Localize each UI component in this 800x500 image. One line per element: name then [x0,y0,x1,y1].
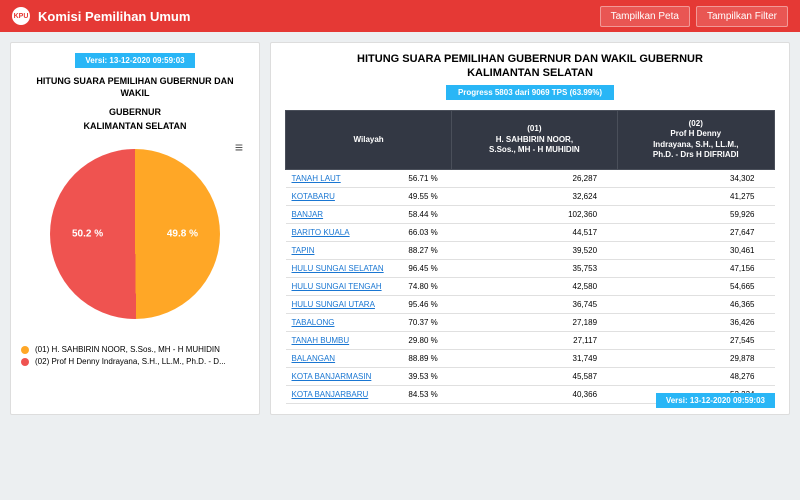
cand2-votes: 41,275 [617,187,774,205]
cand2-votes: 54,665 [617,277,774,295]
legend-dot-icon [21,358,29,366]
cand1-votes: 26,287 [452,169,617,187]
pie-chart: 50.2 % 49.8 % [50,149,220,319]
cand2-votes: 27,647 [617,223,774,241]
chart-legend: (01) H. SAHBIRIN NOOR, S.Sos., MH - H MU… [21,345,249,366]
region-link[interactable]: KOTA BANJARBARU [286,385,399,403]
version-badge: Versi: 13-12-2020 09:59:03 [75,53,194,68]
cand1-votes: 45,587 [452,367,617,385]
cand2-votes: 29,878 [617,349,774,367]
table-body: TANAH LAUT56.71 %26,28734,302KOTABARU49.… [286,169,775,403]
region-pct: 56.71 % [398,169,451,187]
cand1-votes: 32,624 [452,187,617,205]
legend-text: (02) Prof H Denny Indrayana, S.H., LL.M.… [35,357,226,366]
region-link[interactable]: HULU SUNGAI UTARA [286,295,399,313]
cand2-votes: 36,426 [617,313,774,331]
region-link[interactable]: TANAH BUMBU [286,331,399,349]
region-link[interactable]: KOTA BANJARMASIN [286,367,399,385]
region-link[interactable]: KOTABARU [286,187,399,205]
header-actions: Tampilkan Peta Tampilkan Filter [600,6,788,27]
region-pct: 74.80 % [398,277,451,295]
table-row: BARITO KUALA66.03 %44,51727,647 [286,223,775,241]
col-cand2: (02)Prof H DennyIndrayana, S.H., LL.M.,P… [617,111,774,170]
region-pct: 96.45 % [398,259,451,277]
chart-title-line1: HITUNG SUARA PEMILIHAN GUBERNUR DAN WAKI… [21,76,249,99]
region-pct: 39.53 % [398,367,451,385]
cand2-votes: 47,156 [617,259,774,277]
show-map-button[interactable]: Tampilkan Peta [600,6,690,27]
chart-wrap: ≡ 50.2 % 49.8 % [21,139,249,335]
cand2-votes: 34,302 [617,169,774,187]
results-title: HITUNG SUARA PEMILIHAN GUBERNUR DAN WAKI… [285,53,775,65]
cand1-votes: 31,749 [452,349,617,367]
table-row: KOTA BANJARMASIN39.53 %45,58748,276 [286,367,775,385]
results-panel: HITUNG SUARA PEMILIHAN GUBERNUR DAN WAKI… [270,42,790,415]
table-row: HULU SUNGAI TENGAH74.80 %42,58054,665 [286,277,775,295]
legend-item: (02) Prof H Denny Indrayana, S.H., LL.M.… [21,357,249,366]
pie-label-1: 50.2 % [72,229,103,240]
region-pct: 88.27 % [398,241,451,259]
org-title: Komisi Pemilihan Umum [38,9,190,24]
region-link[interactable]: TABALONG [286,313,399,331]
region-link[interactable]: BANJAR [286,205,399,223]
col-region: Wilayah [286,111,452,170]
progress-badge: Progress 5803 dari 9069 TPS (63.99%) [446,85,614,100]
results-subtitle: KALIMANTAN SELATAN [285,67,775,79]
pie-label-2: 49.8 % [167,229,198,240]
region-link[interactable]: TANAH LAUT [286,169,399,187]
main-content: Versi: 13-12-2020 09:59:03 HITUNG SUARA … [0,32,800,425]
chart-title-line2: GUBERNUR [21,107,249,119]
region-link[interactable]: HULU SUNGAI TENGAH [286,277,399,295]
col-cand1: (01)H. SAHBIRIN NOOR,S.Sos., MH - H MUHI… [452,111,617,170]
table-row: TAPIN88.27 %39,52030,461 [286,241,775,259]
region-link[interactable]: TAPIN [286,241,399,259]
table-row: HULU SUNGAI SELATAN96.45 %35,75347,156 [286,259,775,277]
cand1-votes: 44,517 [452,223,617,241]
cand1-votes: 42,580 [452,277,617,295]
region-pct: 88.89 % [398,349,451,367]
table-row: BALANGAN88.89 %31,74929,878 [286,349,775,367]
cand1-votes: 36,745 [452,295,617,313]
cand1-votes: 39,520 [452,241,617,259]
cand2-votes: 48,276 [617,367,774,385]
cand2-votes: 46,365 [617,295,774,313]
chart-menu-icon[interactable]: ≡ [235,139,243,155]
table-row: TABALONG70.37 %27,18936,426 [286,313,775,331]
legend-text: (01) H. SAHBIRIN NOOR, S.Sos., MH - H MU… [35,345,220,354]
cand1-votes: 27,189 [452,313,617,331]
region-link[interactable]: BALANGAN [286,349,399,367]
table-row: HULU SUNGAI UTARA95.46 %36,74546,365 [286,295,775,313]
region-pct: 49.55 % [398,187,451,205]
cand1-votes: 27,117 [452,331,617,349]
cand2-votes: 59,926 [617,205,774,223]
header-left: KPU Komisi Pemilihan Umum [12,7,190,25]
app-header: KPU Komisi Pemilihan Umum Tampilkan Peta… [0,0,800,32]
chart-title-line3: KALIMANTAN SELATAN [21,121,249,131]
table-row: TANAH LAUT56.71 %26,28734,302 [286,169,775,187]
results-table: Wilayah (01)H. SAHBIRIN NOOR,S.Sos., MH … [285,110,775,404]
region-pct: 29.80 % [398,331,451,349]
region-link[interactable]: BARITO KUALA [286,223,399,241]
region-pct: 95.46 % [398,295,451,313]
footer-version-badge: Versi: 13-12-2020 09:59:03 [656,393,775,408]
show-filter-button[interactable]: Tampilkan Filter [696,6,788,27]
region-pct: 70.37 % [398,313,451,331]
region-pct: 84.53 % [398,385,451,403]
table-row: KOTABARU49.55 %32,62441,275 [286,187,775,205]
table-row: BANJAR58.44 %102,36059,926 [286,205,775,223]
table-row: TANAH BUMBU29.80 %27,11727,545 [286,331,775,349]
region-link[interactable]: HULU SUNGAI SELATAN [286,259,399,277]
cand1-votes: 35,753 [452,259,617,277]
region-pct: 58.44 % [398,205,451,223]
kpu-logo-icon: KPU [12,7,30,25]
region-pct: 66.03 % [398,223,451,241]
cand2-votes: 30,461 [617,241,774,259]
cand2-votes: 27,545 [617,331,774,349]
cand1-votes: 102,360 [452,205,617,223]
cand1-votes: 40,366 [452,385,617,403]
chart-panel: Versi: 13-12-2020 09:59:03 HITUNG SUARA … [10,42,260,415]
legend-item: (01) H. SAHBIRIN NOOR, S.Sos., MH - H MU… [21,345,249,354]
legend-dot-icon [21,346,29,354]
